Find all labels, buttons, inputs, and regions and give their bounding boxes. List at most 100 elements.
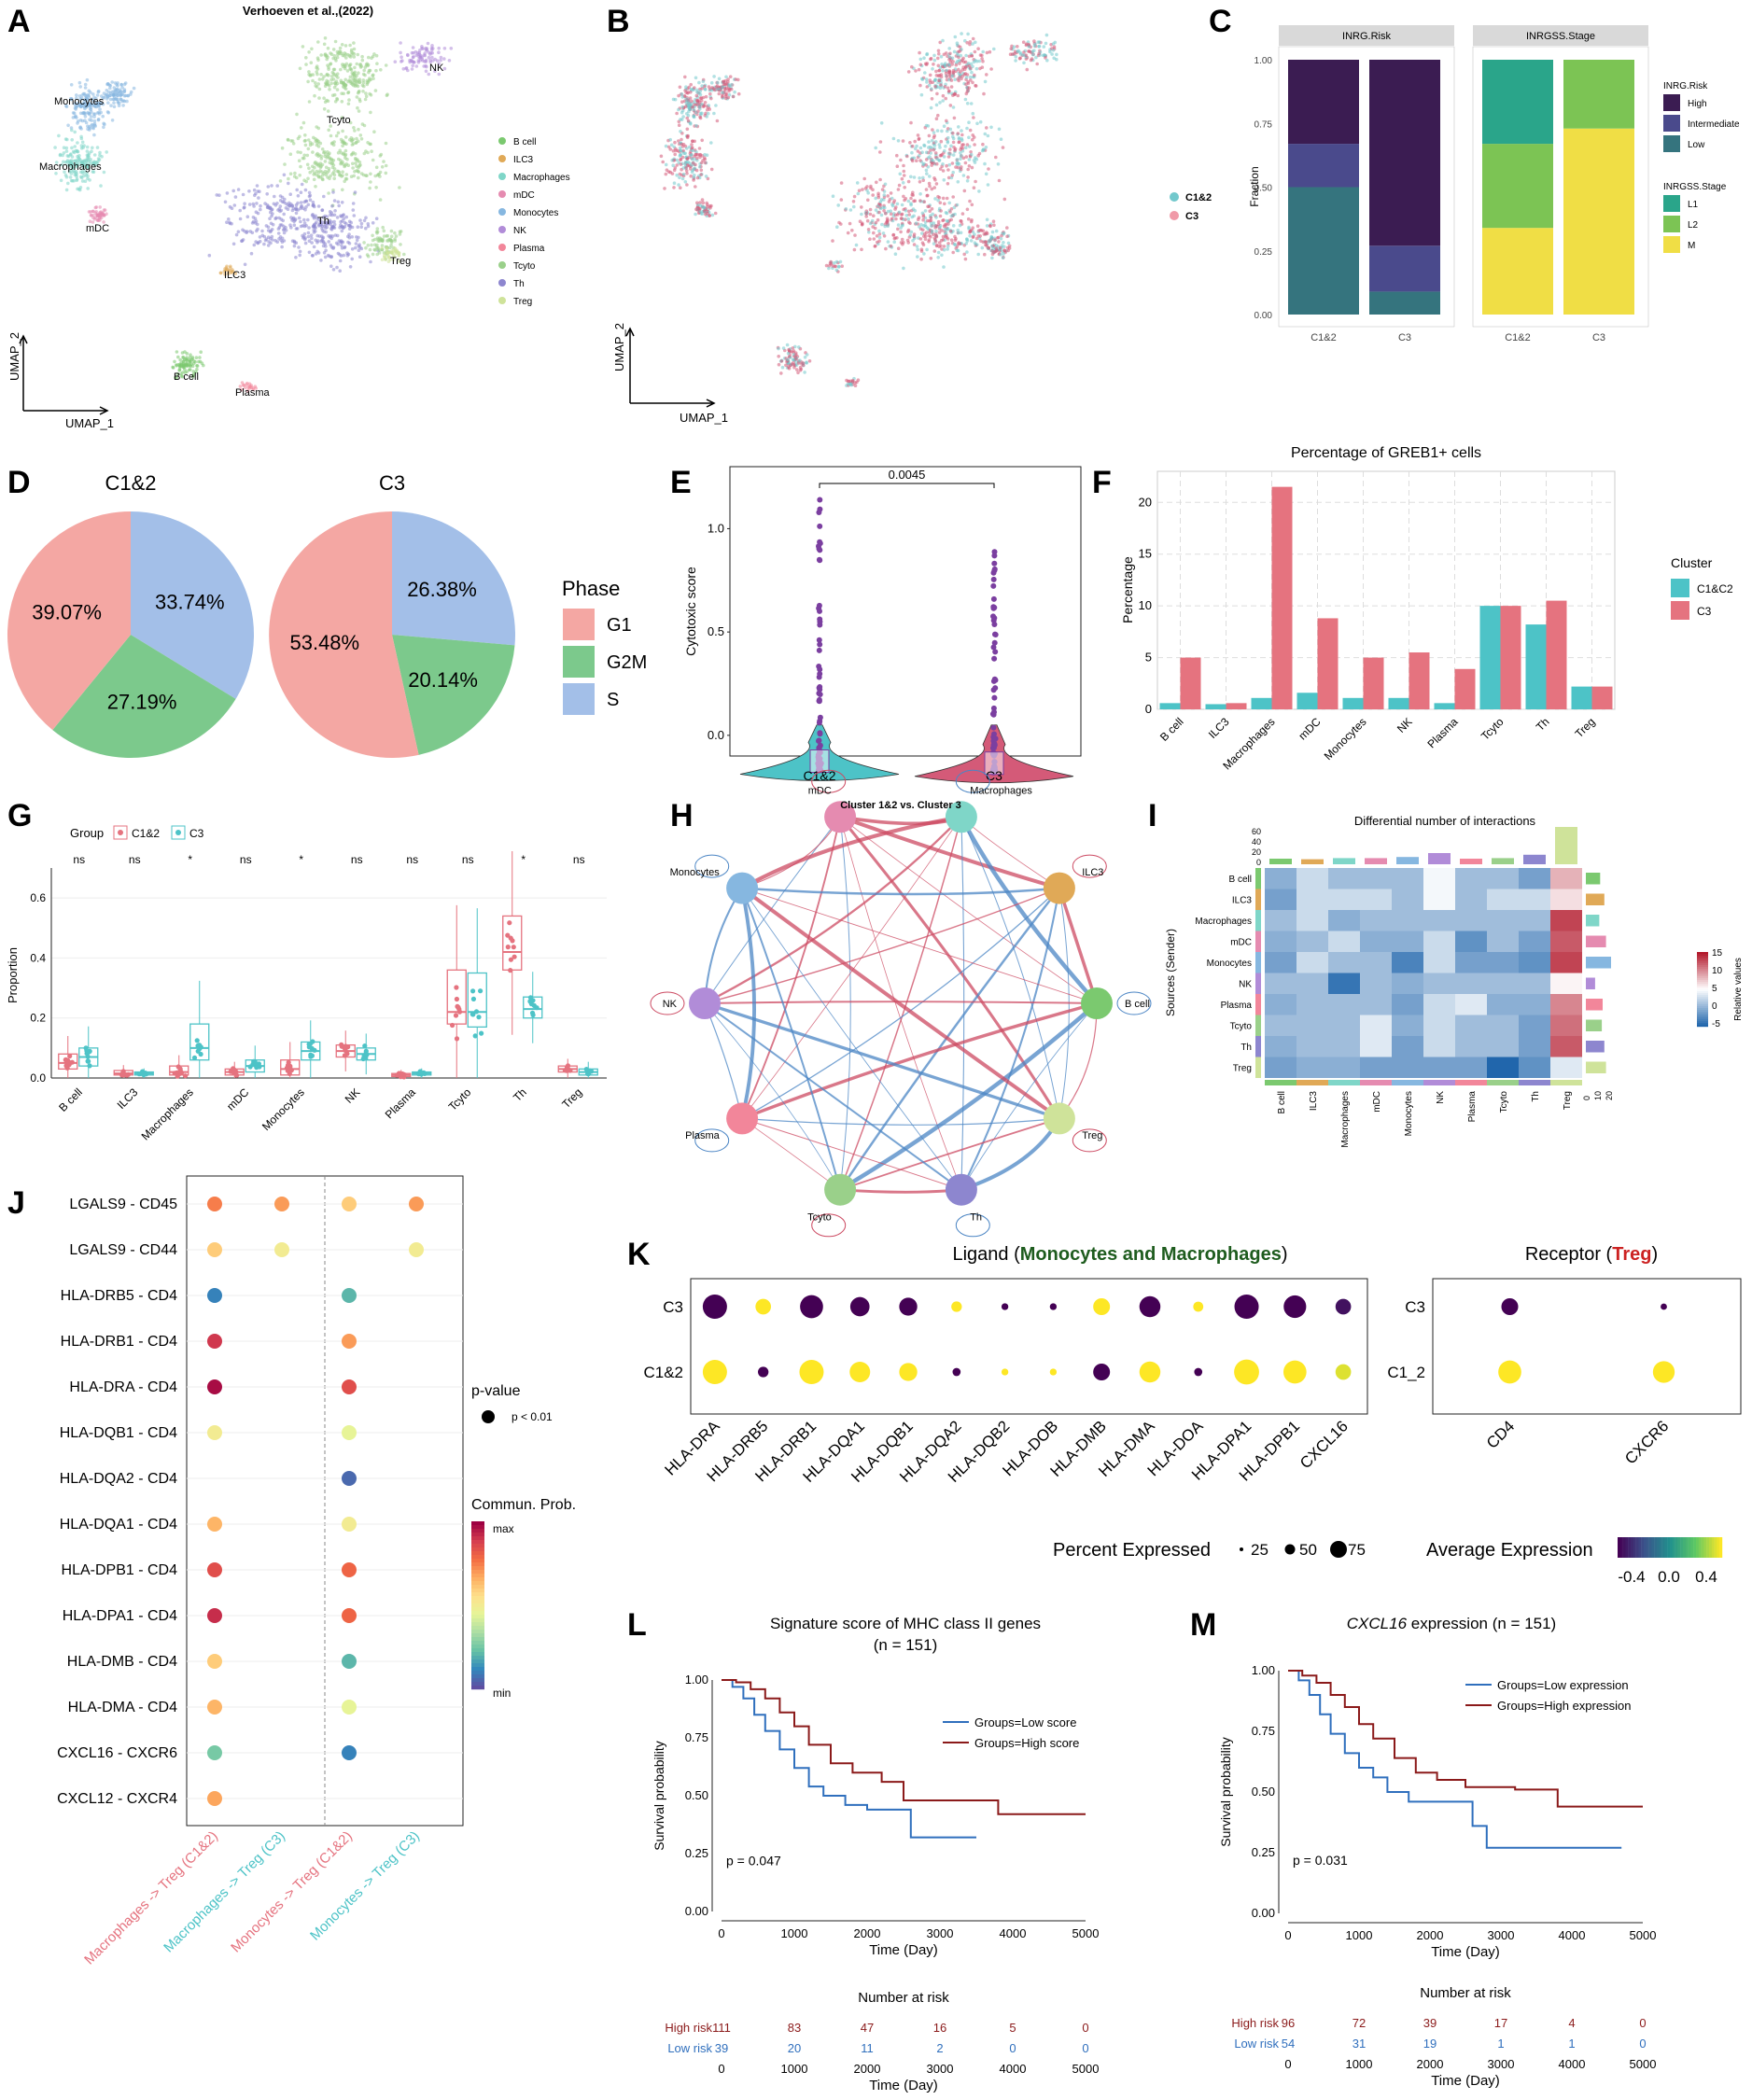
heatmap-cell	[1265, 994, 1296, 1015]
umap-b-point	[803, 371, 806, 374]
umap-b-point	[709, 81, 714, 85]
umap-a-point	[352, 78, 357, 82]
umap-a-point	[105, 95, 110, 99]
umap-b-point	[993, 249, 998, 254]
umap-b-point	[879, 213, 884, 217]
heatmap-cell	[1550, 910, 1582, 931]
col-label: Treg	[1563, 1091, 1573, 1110]
umap-a-point	[96, 218, 101, 222]
umap-b-point	[948, 147, 952, 151]
umap-b-point	[994, 155, 998, 160]
umap-b-point	[925, 80, 929, 84]
umap-a-point	[394, 234, 399, 238]
umap-b-point	[827, 266, 831, 271]
umap-b-point	[990, 230, 995, 234]
umap-b-point	[924, 150, 929, 155]
colorbar-segment	[1625, 1537, 1629, 1558]
panel-letter-h: H	[670, 798, 694, 833]
row-color-bar	[1255, 1036, 1261, 1057]
colorbar-segment	[471, 1600, 484, 1604]
data-point	[343, 1043, 348, 1049]
umap-a-point	[54, 172, 58, 175]
umap-a-point	[333, 57, 338, 61]
y-tick-label: 0	[1145, 702, 1152, 716]
umap-b-point	[955, 43, 960, 48]
communication-dot	[342, 1425, 357, 1440]
row-sum-bar	[1586, 957, 1611, 969]
umap-a-point	[292, 223, 297, 227]
umap-a-point	[65, 154, 70, 158]
umap-a-point	[329, 52, 334, 56]
umap-b-point	[937, 51, 941, 56]
umap-a-point	[71, 166, 76, 171]
colorbar-segment	[471, 1686, 484, 1690]
umap-a-point	[362, 123, 367, 128]
umap-a-point	[369, 180, 372, 184]
communication-dot	[207, 1700, 222, 1715]
umap-a-point	[266, 225, 271, 230]
umap-b-point	[797, 345, 801, 349]
umap-b-point	[717, 87, 722, 91]
umap-a-point	[255, 229, 259, 233]
umap-a-point	[328, 176, 331, 181]
row-label: Th	[1240, 1043, 1252, 1053]
umap-b-point	[961, 60, 966, 64]
umap-a-point	[349, 153, 354, 157]
umap-b-point	[926, 204, 930, 209]
colorbar-segment	[471, 1581, 484, 1586]
umap-a-point	[331, 48, 336, 51]
umap-b-point	[976, 252, 980, 257]
umap-a-point	[230, 206, 234, 210]
umap-a-point	[288, 192, 293, 196]
umap-a-point	[225, 191, 230, 195]
umap-a-point	[396, 250, 400, 255]
umap-a-point	[387, 255, 391, 259]
colorbar-segment	[1672, 1537, 1675, 1558]
umap-b-point	[895, 202, 900, 206]
umap-b-point	[901, 181, 905, 185]
colorbar-segment	[471, 1574, 484, 1578]
colorbar-tick: -0.4	[1618, 1568, 1645, 1586]
umap-a-point	[385, 233, 390, 238]
x-tick-label: 4000	[1559, 1928, 1586, 1942]
umap-a-point	[437, 72, 442, 77]
umap-a-point	[286, 207, 290, 211]
expression-dot	[1501, 1298, 1519, 1315]
network-edge	[704, 1002, 962, 1191]
umap-b-point	[939, 83, 943, 87]
outlier-point	[990, 678, 997, 684]
umap-a-point	[338, 226, 342, 230]
umap-b-point	[1032, 44, 1037, 49]
panel-b-legend-c3: C3	[1185, 211, 1198, 222]
umap-a-point	[97, 112, 102, 116]
umap-b-point	[936, 113, 940, 118]
umap-a-point	[102, 220, 105, 224]
umap-a-point	[91, 97, 94, 102]
umap-b-point	[1055, 57, 1058, 62]
top-tick-label: 40	[1252, 837, 1261, 847]
umap-a-point	[385, 245, 389, 250]
top-tick-label: 20	[1252, 847, 1261, 857]
umap-a-point	[333, 209, 337, 213]
umap-b-point	[943, 202, 946, 206]
col-color-bar	[1550, 1080, 1582, 1085]
umap-b-point	[928, 175, 932, 178]
data-point	[397, 1071, 402, 1076]
umap-b-point	[831, 194, 835, 198]
expression-dot	[1661, 1303, 1667, 1310]
col-color-bar	[1423, 1080, 1455, 1085]
y-tick-label: 1.00	[1252, 1663, 1275, 1677]
y-tick-label: 1.0	[708, 521, 724, 535]
umap-a-point	[178, 364, 183, 369]
umap-a-point	[324, 165, 329, 170]
umap-b-point	[980, 245, 985, 250]
umap-b-point	[882, 234, 887, 238]
umap-a-point	[288, 152, 293, 156]
umap-b-point	[945, 119, 948, 123]
umap-a-point	[431, 47, 435, 50]
umap-b-point	[930, 207, 934, 211]
umap-b-point	[946, 155, 951, 159]
umap-a-point	[81, 166, 86, 170]
umap-a-legend-dot	[498, 279, 506, 287]
umap-b-point	[695, 208, 700, 212]
